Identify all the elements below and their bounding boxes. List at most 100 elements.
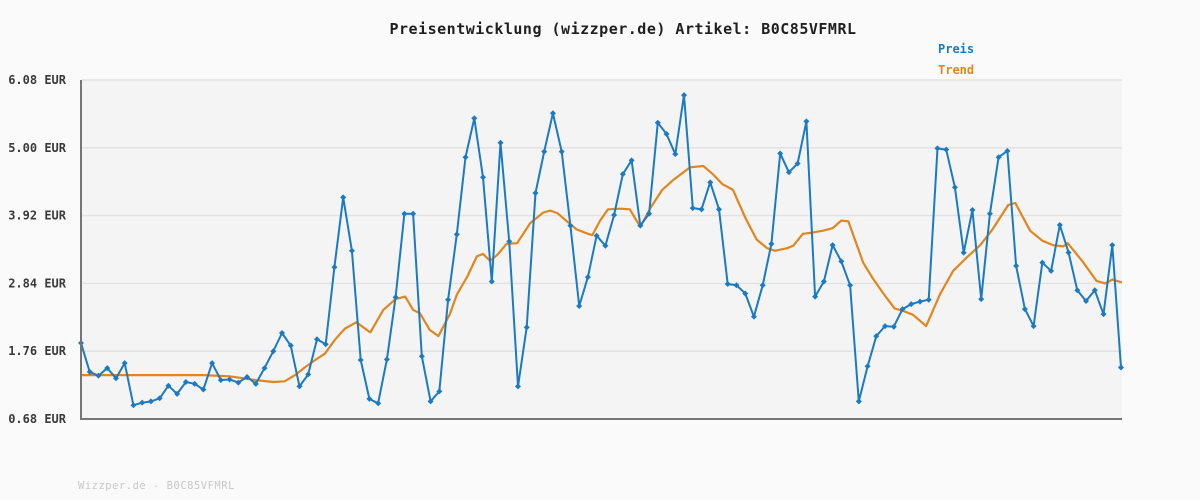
price-point-marker [951,184,958,191]
price-point-marker [488,278,495,285]
price-point-marker [139,399,146,406]
price-point-marker [147,398,154,405]
price-point-marker [654,119,661,126]
price-point-marker [209,360,216,367]
price-point-marker [340,194,347,201]
price-point-marker [523,324,530,331]
price-point-marker [864,363,871,370]
trend-line [79,164,1123,384]
price-point-marker [1021,306,1028,313]
price-point-marker [1074,287,1081,294]
price-point-marker [226,376,233,383]
price-point-marker [768,240,775,247]
price-point-marker [960,249,967,256]
price-point-marker [471,115,478,122]
y-axis-tick-label: 2.84 EUR [8,276,67,290]
price-point-marker [925,296,932,303]
price-point-marker [593,232,600,239]
price-point-marker [392,294,399,301]
price-point-marker [584,274,591,281]
price-point-marker [453,231,460,238]
price-point-marker [436,388,443,395]
price-point-marker [628,157,635,164]
price-point-marker [803,118,810,125]
price-point-marker [427,398,434,405]
price-point-marker [506,238,513,245]
price-point-marker [462,154,469,161]
price-point-marker [1039,259,1046,266]
price-point-marker [707,179,714,186]
price-point-marker [934,145,941,152]
y-axis-tick-label: 1.76 EUR [8,344,67,358]
price-point-marker [1048,267,1055,274]
price-point-marker [899,306,906,313]
price-point-marker [165,382,172,389]
price-point-marker [112,375,119,382]
price-point-marker [156,395,163,402]
price-point-marker [86,368,93,375]
price-point-marker [514,383,521,390]
price-point-marker [549,110,556,117]
price-point-marker [759,282,766,289]
price-point-marker [794,160,801,167]
price-point-marker [777,150,784,157]
watermark-text: Wizzper.de - B0C85VFMRL [78,480,235,492]
price-point-marker [890,323,897,330]
price-point-marker [410,210,417,217]
price-point-marker [689,205,696,212]
legend-item-preis: Preis [938,42,975,56]
price-point-marker [908,301,915,308]
price-point-marker [838,258,845,265]
price-point-marker [820,278,827,285]
price-point-marker [174,390,181,397]
legend-item-trend: Trend [938,63,975,77]
price-point-marker [855,398,862,405]
price-point-marker [296,383,303,390]
price-point-marker [847,282,854,289]
price-point-marker [182,378,189,385]
price-point-marker [1109,242,1116,249]
price-point-marker [724,281,731,288]
price-point-marker [366,395,373,402]
price-point-marker [200,386,207,393]
price-point-marker [313,336,320,343]
price-point-marker [558,148,565,155]
price-point-marker [130,402,137,409]
price-point-marker [663,130,670,137]
price-point-marker [1100,311,1107,318]
price-point-marker [698,206,705,213]
y-axis-tick-label: 3.92 EUR [8,209,67,223]
price-point-marker [733,282,740,289]
price-point-marker [611,211,618,218]
price-point-marker [916,298,923,305]
price-point-marker [1004,147,1011,154]
price-point-marker [637,222,644,229]
price-point-marker [1056,222,1063,229]
price-point-marker [715,206,722,213]
price-point-marker [1065,249,1072,256]
price-point-marker [1013,262,1020,269]
price-point-marker [1118,364,1124,371]
chart-title: Preisentwicklung (wizzper.de) Artikel: B… [389,20,857,38]
price-point-marker [619,171,626,178]
y-axis-tick-label: 0.68 EUR [8,412,67,426]
price-point-marker [252,380,259,387]
price-point-marker [1083,297,1090,304]
price-point-marker [576,303,583,309]
price-point-marker [261,365,268,372]
price-point-marker [943,146,950,153]
price-point-marker [95,372,102,379]
price-point-marker [287,342,294,349]
price-point-marker [681,92,688,99]
price-point-marker [480,174,487,181]
price-point-marker [121,360,128,367]
price-point-marker [357,356,364,363]
price-point-marker [348,247,355,254]
chart-legend: Preis Trend [938,39,974,81]
price-point-marker [331,264,338,271]
price-point-marker [217,377,224,384]
plot-background [81,80,1122,419]
price-point-marker [750,313,757,320]
price-point-marker [322,341,329,348]
